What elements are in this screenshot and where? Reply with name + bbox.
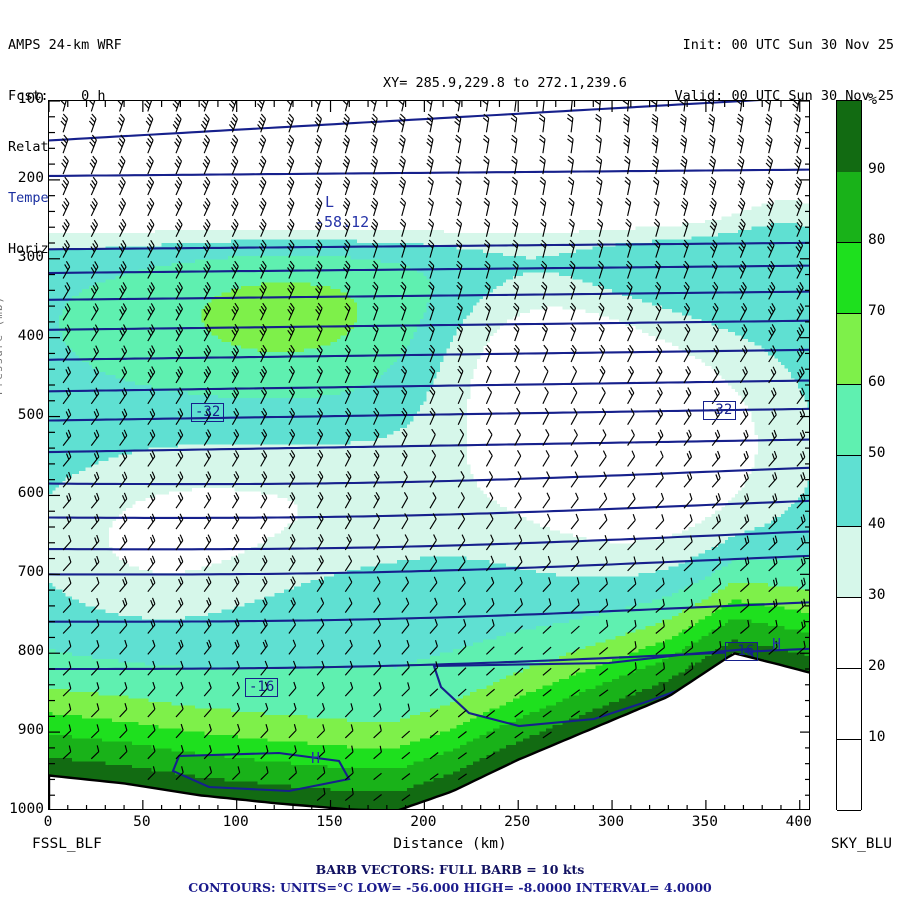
x-tick-0: 0 — [43, 814, 53, 830]
y-tick-800: 800 — [17, 643, 44, 660]
contour-label-left-16: -16 — [245, 678, 279, 697]
x-axis-title: Distance (km) — [393, 836, 507, 852]
contour-label-right-16: -16 — [725, 642, 759, 661]
x-tick-300: 300 — [597, 814, 625, 830]
colorbar-label-70: 70 — [868, 303, 886, 319]
init-time: Init: 00 UTC Sun 30 Nov 25 — [682, 37, 894, 53]
endpoint-label-left: FSSL_BLF — [32, 836, 102, 852]
colorbar-band-90 — [837, 172, 861, 243]
y-axis-title: Pressure (mb) — [0, 295, 5, 395]
footer-barb-legend: BARB VECTORS: FULL BARB = 10 kts — [315, 862, 585, 877]
colorbar-band-70 — [837, 314, 861, 385]
colorbar-band-10 — [837, 740, 861, 811]
y-tick-100: 100 — [17, 91, 44, 107]
x-tick-150: 150 — [316, 814, 343, 830]
contour-label-left-32: -32 — [191, 403, 225, 422]
footer-contour-legend: CONTOURS: UNITS=°C LOW= -56.000 HIGH= -8… — [188, 880, 712, 895]
y-tick-1000: 1000 — [9, 801, 44, 817]
y-tick-500: 500 — [17, 406, 44, 423]
colorbar-band-40 — [837, 527, 861, 598]
model-title: AMPS 24-km WRF — [8, 37, 122, 53]
colorbar-label-10: 10 — [868, 729, 886, 745]
colorbar-band-100 — [837, 101, 861, 172]
colorbar-band-50 — [837, 456, 861, 527]
colorbar-band-30 — [837, 598, 861, 669]
y-tick-600: 600 — [17, 485, 44, 502]
colorbar-label-30: 30 — [868, 587, 886, 603]
colorbar-band-60 — [837, 385, 861, 456]
y-tick-200: 200 — [17, 169, 44, 186]
x-tick-400: 400 — [785, 814, 812, 830]
x-tick-350: 350 — [691, 814, 718, 830]
x-tick-50: 50 — [133, 814, 151, 830]
colorbar-label-20: 20 — [868, 658, 886, 674]
x-tick-200: 200 — [410, 814, 437, 830]
plot-canvas — [49, 101, 809, 809]
colorbar[interactable] — [836, 100, 862, 811]
colorbar-label-60: 60 — [868, 374, 886, 390]
colorbar-label-80: 80 — [868, 232, 886, 248]
x-tick-250: 250 — [504, 814, 531, 830]
colorbar-unit-label: % — [868, 90, 878, 108]
colorbar-label-40: 40 — [868, 516, 886, 532]
y-tick-300: 300 — [17, 248, 44, 265]
cross-section-plot[interactable]: -32 -32 -16 -16 L -58.12 H H — [48, 100, 810, 810]
colorbar-band-20 — [837, 669, 861, 740]
contour-label-right-32: -32 — [703, 401, 737, 420]
endpoint-label-right: SKY_BLU — [830, 836, 892, 852]
forecast-hour: Fcst: 0 h — [8, 88, 106, 104]
colorbar-label-90: 90 — [868, 161, 886, 177]
low-center-marker: L — [325, 193, 335, 211]
y-tick-400: 400 — [17, 327, 44, 344]
y-tick-700: 700 — [17, 564, 44, 581]
xy-coords-rh: XY= 285.9,229.8 to 272.1,239.6 — [383, 75, 627, 91]
colorbar-band-80 — [837, 243, 861, 314]
high-center-marker-low-level: H — [311, 749, 321, 767]
high-center-marker: H — [772, 635, 782, 653]
y-tick-900: 900 — [17, 722, 44, 739]
low-center-value: -58.12 — [315, 213, 370, 231]
colorbar-label-50: 50 — [868, 445, 886, 461]
x-tick-100: 100 — [222, 814, 249, 830]
